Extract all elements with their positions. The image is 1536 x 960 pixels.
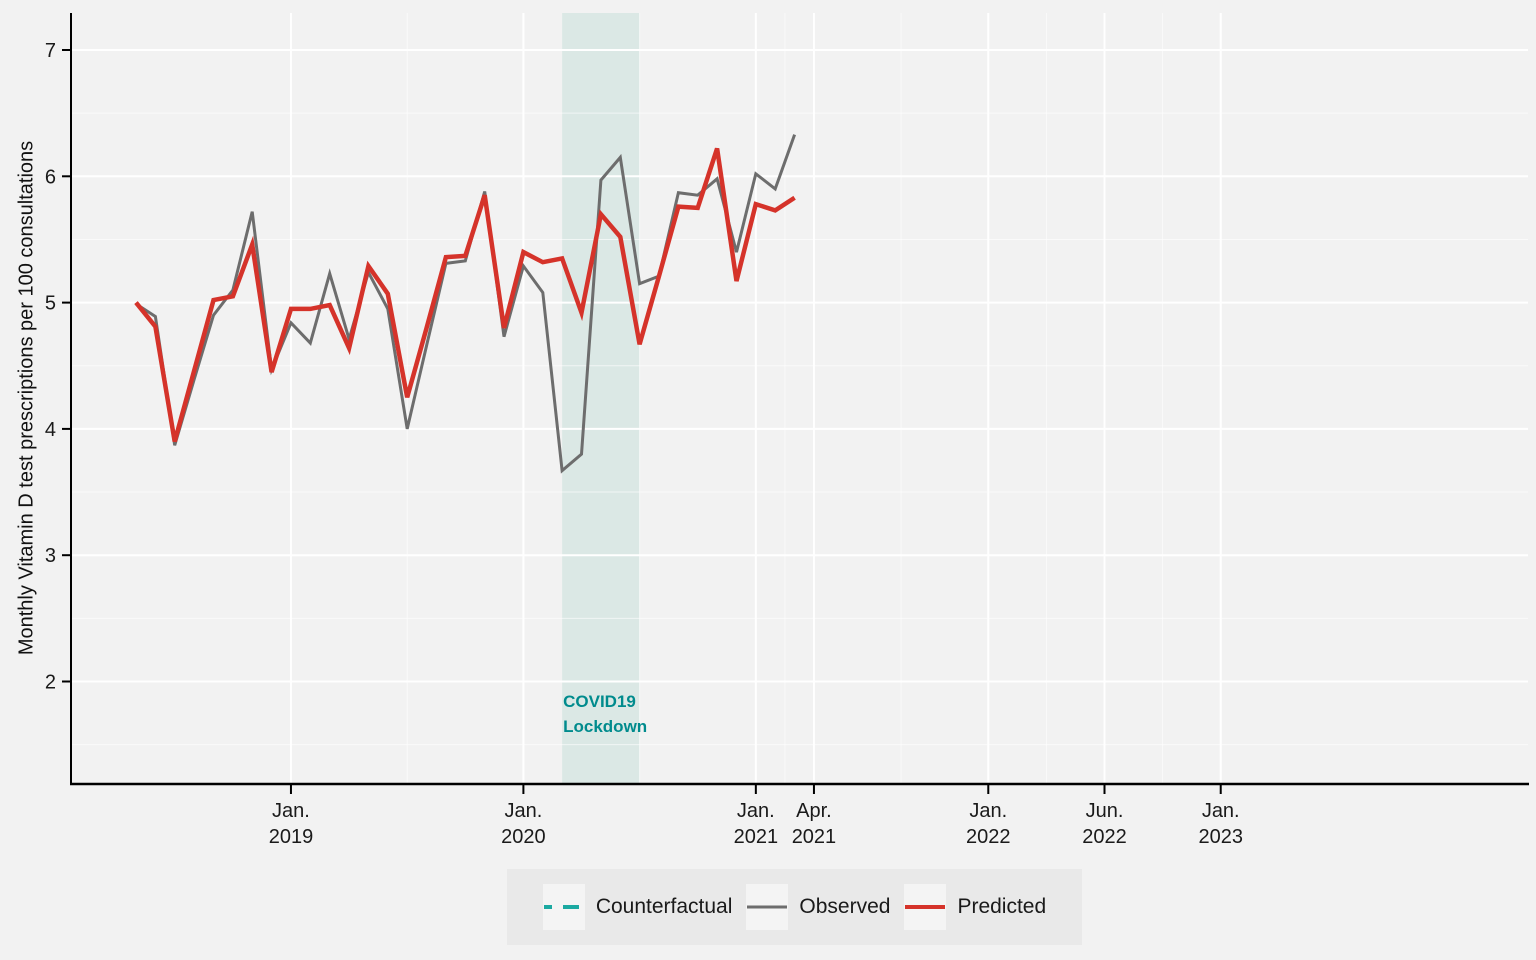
legend-label-predicted: Predicted [957,895,1047,918]
x-tick-label-year: 2021 [734,826,779,848]
predicted-key-swatch [904,884,947,930]
x-tick-label-year: 2020 [501,826,546,848]
y-tick-label: 7 [45,40,56,62]
observed-line [135,134,797,474]
legend-entry-predicted: Predicted [904,884,1046,930]
y-tick-label: 4 [45,419,56,441]
x-tick-label-year: 2021 [792,826,837,848]
x-tick-label-month: Jan. [969,800,1007,822]
lockdown-band [562,13,640,784]
legend-entry-observed: Observed [746,884,890,930]
legend: Counterfactual Observed Predicted [507,869,1082,945]
lockdown-annotation-line2: Lockdown [563,717,647,736]
x-tick-label-year: 2022 [966,826,1011,848]
lockdown-annotation-line1: COVID19 [563,692,636,711]
legend-label-counterfactual: Counterfactual [595,895,733,918]
x-tick-label-month: Jan. [737,800,775,822]
y-tick-label: 6 [45,166,56,188]
x-tick-label-month: Apr. [796,800,832,822]
y-tick-label: 5 [45,293,56,315]
observed-key-swatch [746,884,789,930]
x-tick-label-month: Jun. [1086,800,1124,822]
counterfactual-key-swatch [542,884,585,930]
x-tick-label-month: Jan. [272,800,310,822]
x-tick-label-year: 2023 [1198,826,1243,848]
observed-line-icon [747,905,788,909]
predicted-line-icon [905,905,946,909]
counterfactual-dashed-line-icon [543,905,584,909]
x-tick-label-month: Jan. [1202,800,1240,822]
x-tick-label-year: 2019 [269,826,314,848]
x-tick-label-month: Jan. [504,800,542,822]
y-tick-label: 2 [45,672,56,694]
y-tick-label: 3 [45,545,56,567]
plot-area: 7 6 5 4 3 2 Jan. 2019 Jan. 2020 Jan. 2021 Apr. 2021 Ja… [45,13,1529,848]
legend-entry-counterfactual: Counterfactual [542,884,733,930]
x-tick-label-year: 2022 [1082,826,1127,848]
legend-label-observed: Observed [799,895,891,918]
predicted-line [134,147,796,443]
